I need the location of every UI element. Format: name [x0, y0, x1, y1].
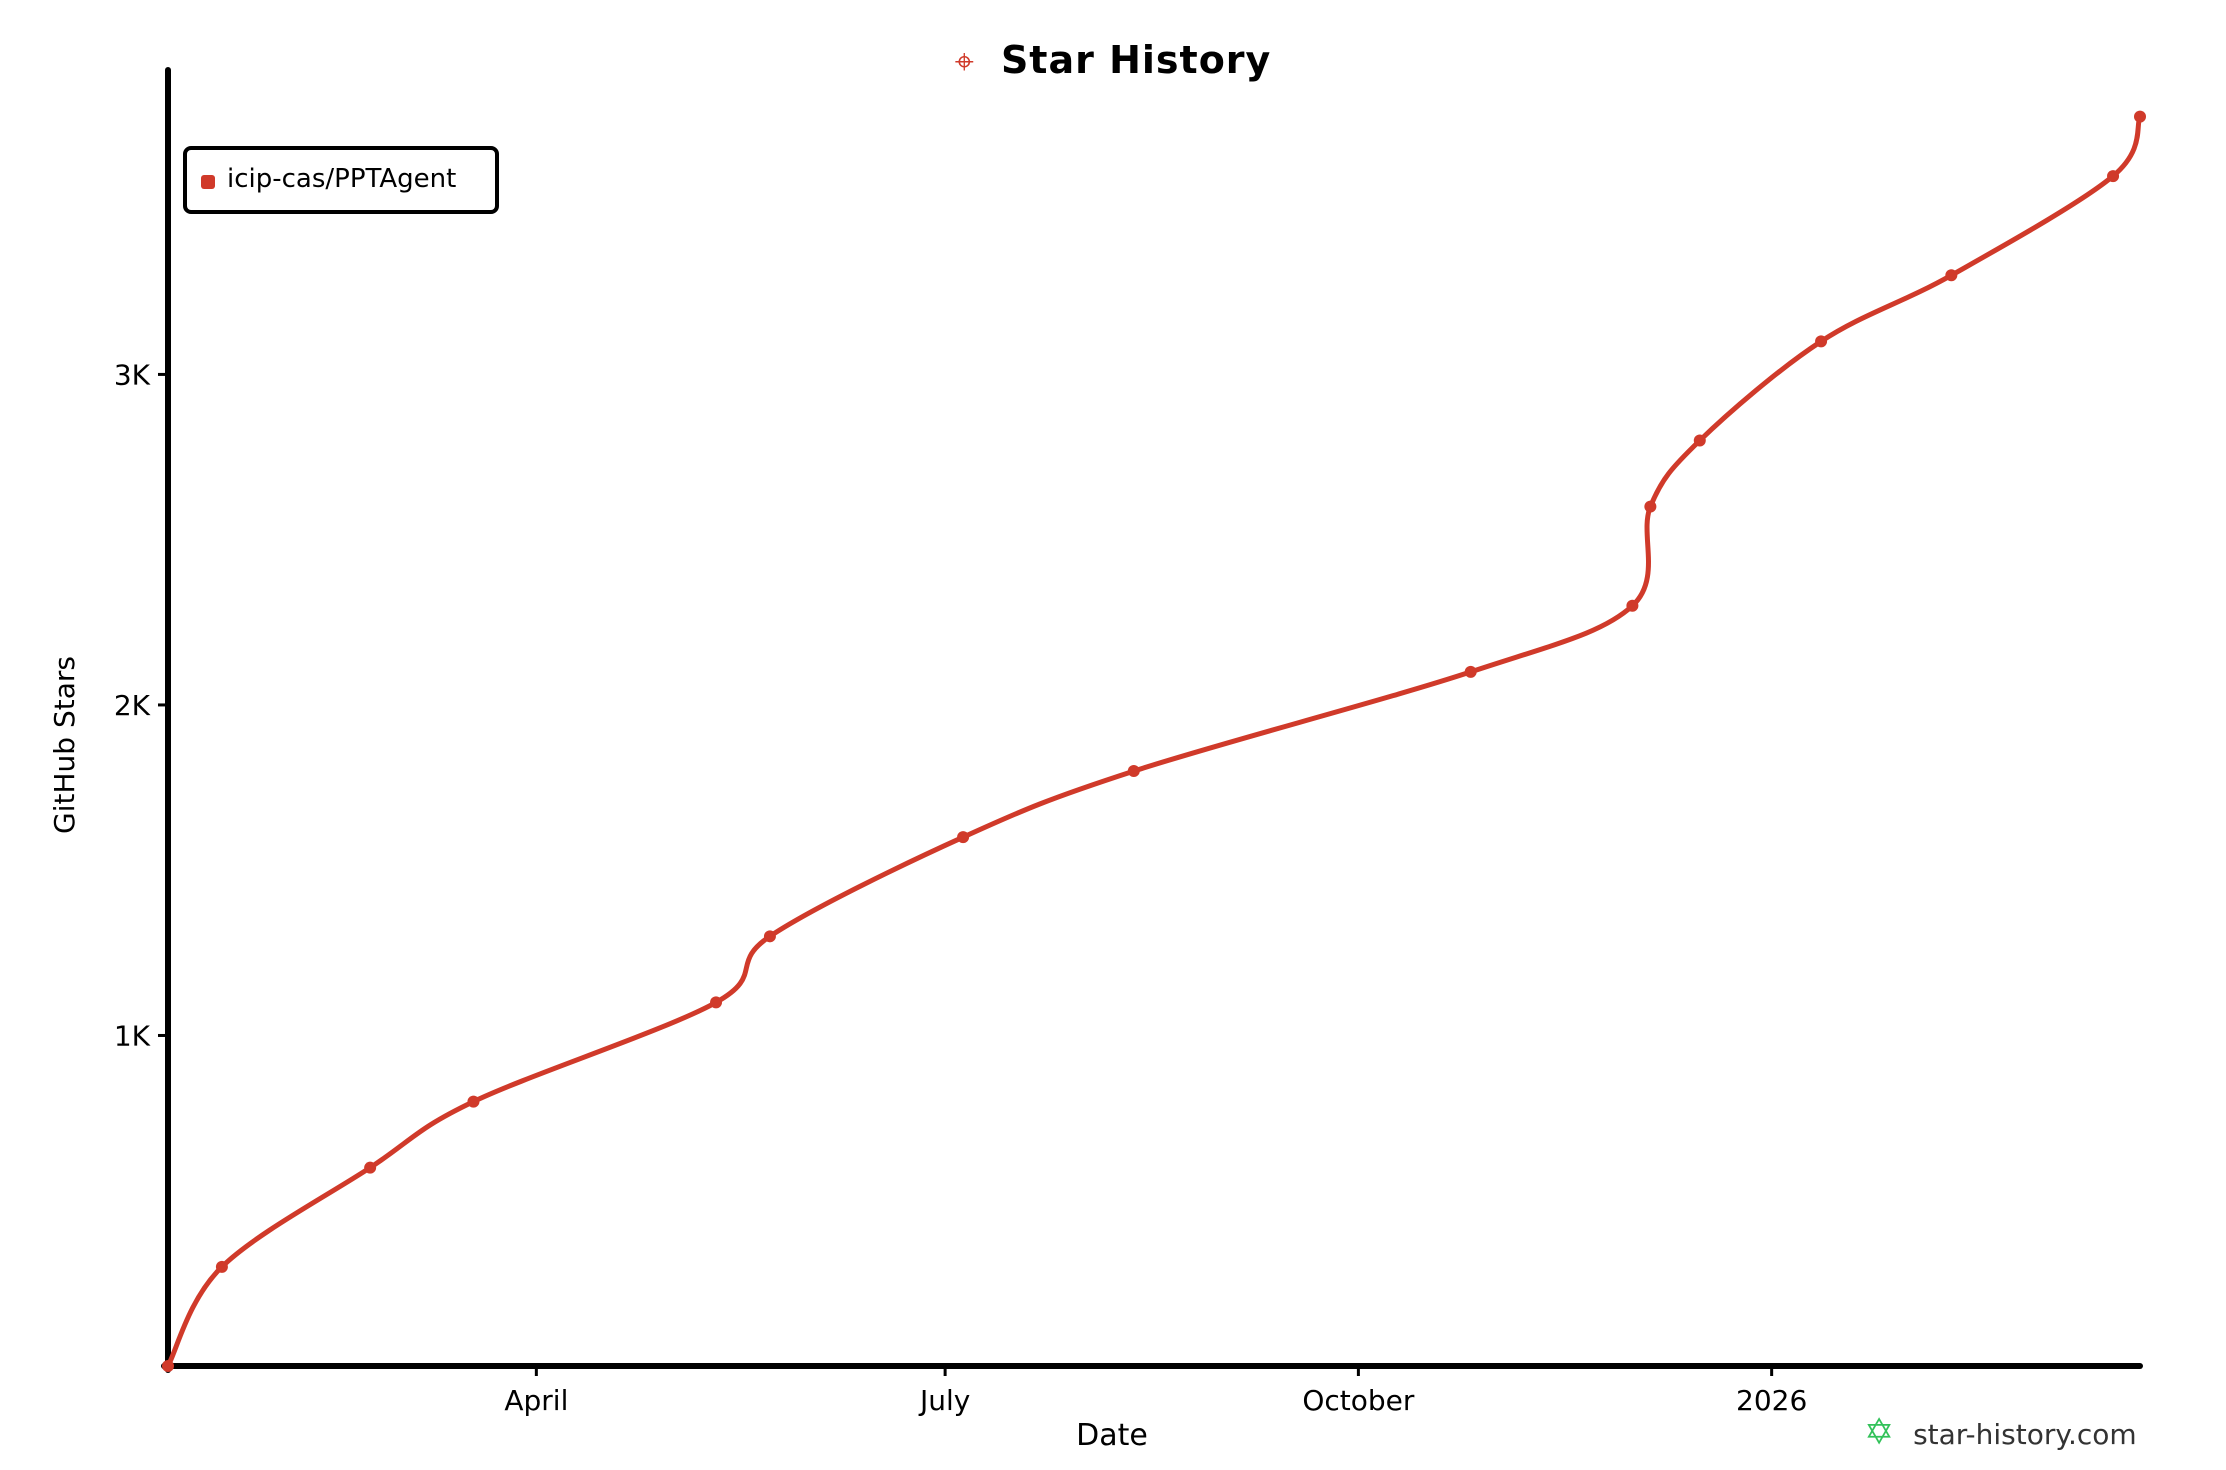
watermark[interactable]: ✡ star-history.com: [1864, 1412, 2137, 1453]
data-point[interactable]: [710, 996, 723, 1009]
data-point[interactable]: [1644, 500, 1657, 513]
series-line: [165, 114, 2143, 1369]
data-point[interactable]: [1127, 765, 1140, 778]
chart-title-wrap: ⌖ Star History: [0, 38, 2226, 82]
data-point[interactable]: [1815, 335, 1828, 348]
data-point[interactable]: [215, 1260, 228, 1273]
x-tick-label: April: [504, 1384, 568, 1417]
data-point[interactable]: [763, 930, 776, 943]
data-point[interactable]: [1693, 434, 1706, 447]
legend-label: icip-cas/PPTAgent: [227, 164, 457, 194]
y-tick-label: 3K: [114, 358, 151, 391]
chart-title: Star History: [1000, 38, 1272, 82]
data-point[interactable]: [2107, 170, 2120, 183]
x-tick-label: October: [1302, 1384, 1415, 1417]
y-axis-label: GitHub Stars: [48, 656, 81, 834]
ticks: April July October 2026 1K 2K 3K: [114, 358, 1807, 1417]
data-point[interactable]: [162, 1360, 174, 1372]
legend: icip-cas/PPTAgent: [183, 146, 499, 214]
legend-swatch: [201, 175, 215, 189]
pin-icon: ⌖: [954, 42, 974, 82]
axes: [161, 67, 2143, 1373]
data-point[interactable]: [957, 831, 970, 844]
data-point[interactable]: [364, 1161, 377, 1174]
data-point[interactable]: [1626, 599, 1639, 612]
data-point[interactable]: [1464, 665, 1477, 678]
x-tick-label: July: [918, 1384, 970, 1417]
y-tick-label: 1K: [114, 1019, 151, 1052]
data-point[interactable]: [2134, 110, 2146, 123]
x-tick-label: 2026: [1736, 1384, 1807, 1417]
y-tick-label: 2K: [114, 689, 151, 722]
series-layer: [162, 110, 2146, 1372]
x-axis-label: Date: [1076, 1418, 1148, 1453]
watermark-text: star-history.com: [1913, 1418, 2137, 1451]
data-point[interactable]: [467, 1095, 480, 1108]
star-icon: ✡: [1864, 1412, 1895, 1453]
data-point[interactable]: [1945, 269, 1958, 282]
